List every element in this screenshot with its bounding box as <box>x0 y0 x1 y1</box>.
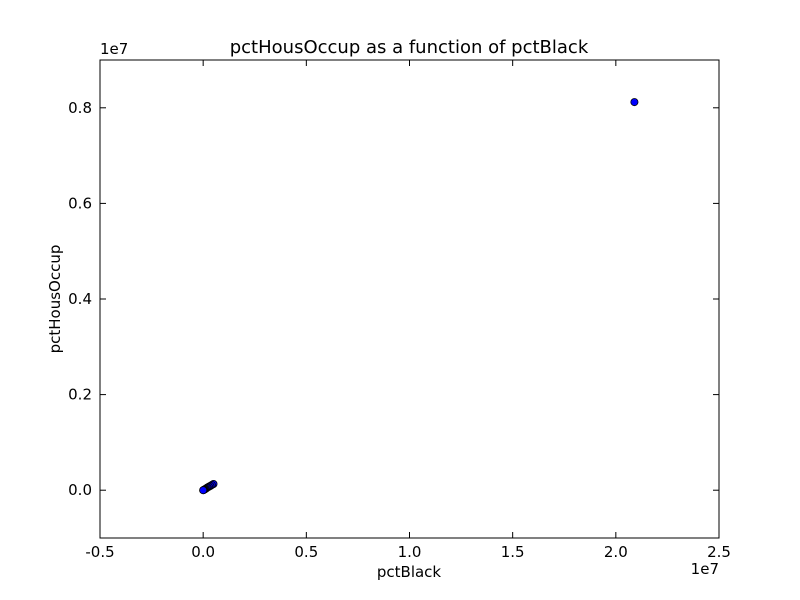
x-axis-label: pctBlack <box>377 563 442 581</box>
x-tick-label: 0.0 <box>191 543 215 561</box>
tick-labels: -0.5 0.0 0.5 1.0 1.5 2.0 2.5 0.0 0.2 0.4 0.6 0.8 <box>68 99 731 561</box>
x-scale-label: 1e7 <box>691 560 719 578</box>
x-tick-label: 0.5 <box>294 543 318 561</box>
y-tick-label: 0.0 <box>68 481 92 499</box>
axis-ticks <box>99 60 720 538</box>
x-tick-label: 2.0 <box>604 543 628 561</box>
y-axis-label: pctHousOccup <box>46 245 64 354</box>
plot-area <box>100 60 719 538</box>
chart-title: pctHousOccup as a function of pctBlack <box>230 37 589 58</box>
x-tick-label: 1.0 <box>398 543 422 561</box>
data-point <box>630 98 639 107</box>
x-tick-label: 1.5 <box>501 543 525 561</box>
y-tick-label: 0.6 <box>68 194 92 212</box>
y-tick-label: 0.2 <box>68 386 92 404</box>
x-tick-label: -0.5 <box>85 543 114 561</box>
plot-frame <box>99 59 720 539</box>
y-tick-label: 0.4 <box>68 290 92 308</box>
y-scale-label: 1e7 <box>100 40 128 58</box>
x-tick-label: 2.5 <box>707 543 731 561</box>
y-tick-label: 0.8 <box>68 99 92 117</box>
data-point <box>199 486 208 495</box>
data-points <box>199 98 639 495</box>
